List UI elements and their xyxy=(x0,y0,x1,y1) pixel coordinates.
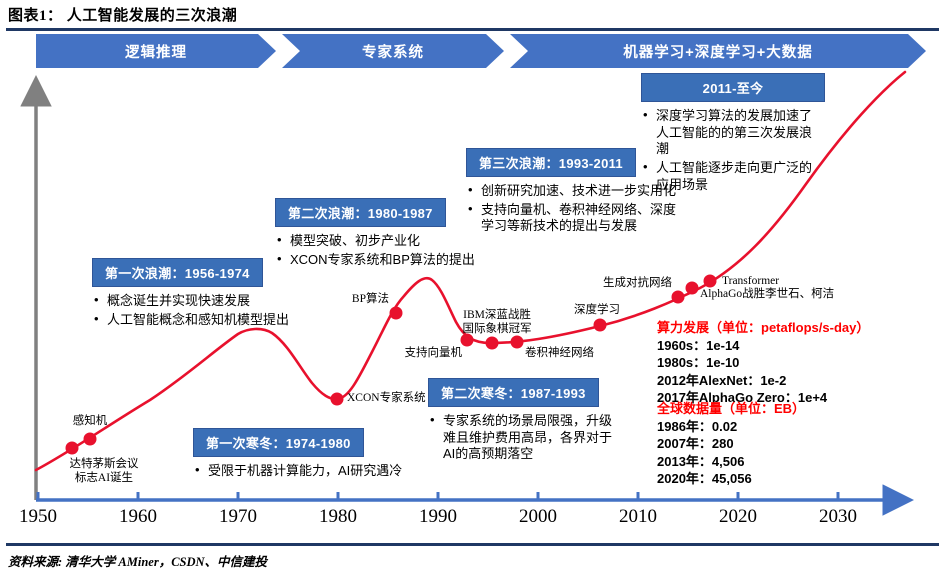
x-tick-2000: 2000 xyxy=(519,506,557,527)
label-transformer: Transformer xyxy=(722,275,780,287)
callout-winter1-header: 第一次寒冬：1974-1980 xyxy=(193,428,364,457)
label-svm: 支持向量机 xyxy=(404,347,463,359)
callout-wave2-header: 第二次浪潮：1980-1987 xyxy=(275,198,446,227)
stats-compute-line: 2012年AlexNet：1e-2 xyxy=(657,372,787,388)
marker-cnn xyxy=(510,335,524,349)
callout-wave1: 第一次浪潮：1956-1974 概念诞生并实现快速发展 人工智能概念和感知机模型… xyxy=(92,258,332,330)
callout-winter2: 第二次寒冬：1987-1993 专家系统的场景局限强，升级难且维护费用高昂，各界… xyxy=(428,378,613,465)
callout-wave2: 第二次浪潮：1980-1987 模型突破、初步产业化 XCON专家系统和BP算法… xyxy=(275,198,525,270)
callout-winter1-bullets: 受限于机器计算能力，AI研究遇冷 xyxy=(193,462,443,480)
list-item: 支持向量机、卷积神经网络、深度学习等新技术的提出与发展 xyxy=(466,201,681,235)
callout-wave2-bullets: 模型突破、初步产业化 XCON专家系统和BP算法的提出 xyxy=(275,232,525,269)
marker-dartmouth xyxy=(65,441,79,455)
x-tick-2010: 2010 xyxy=(619,506,657,527)
stats-data-volume: 全球数据量（单位：EB） 1986年：0.02 2007年：280 2013年：… xyxy=(657,400,805,488)
callout-wave4: 2011-至今 深度学习算法的发展加速了人工智能的的第三次发展浪潮 人工智能逐步… xyxy=(641,73,825,195)
list-item: XCON专家系统和BP算法的提出 xyxy=(275,251,525,269)
label-bp-algorithm: BP算法 xyxy=(351,293,389,305)
list-item: 专家系统的场景局限强，升级难且维护费用高昂，各界对于AI的高预期落空 xyxy=(428,412,613,463)
marker-alphago xyxy=(685,281,699,295)
source-note: 资料来源: 清华大学 AMiner，CSDN、中信建投 xyxy=(8,555,268,569)
stats-data-line: 2007年：280 xyxy=(657,436,734,452)
list-item: 创新研究加速、技术进一步实用化 xyxy=(466,182,681,200)
label-alphago: AlphaGo战胜李世石、柯洁 xyxy=(700,288,835,300)
label-dartmouth: 达特茅斯会议 标志AI诞生 xyxy=(69,458,139,484)
stats-compute-header: 算力发展（单位：petaflops/s-day） xyxy=(657,320,870,335)
list-item: 人工智能概念和感知机模型提出 xyxy=(92,311,332,329)
label-deep-learning: 深度学习 xyxy=(574,304,620,316)
label-gan: 生成对抗网络 xyxy=(603,277,672,289)
callout-wave4-bullets: 深度学习算法的发展加速了人工智能的的第三次发展浪潮 人工智能逐步走向更广泛的应用… xyxy=(641,107,821,193)
stats-compute-line: 2017年AlphaGo Zero：1e+4 xyxy=(657,390,828,406)
label-xcon: XCON专家系统 xyxy=(347,392,426,404)
callout-winter2-bullets: 专家系统的场景局限强，升级难且维护费用高昂，各界对于AI的高预期落空 xyxy=(428,412,613,463)
list-item: 概念诞生并实现快速发展 xyxy=(92,292,332,310)
list-item: 深度学习算法的发展加速了人工智能的的第三次发展浪潮 xyxy=(641,107,821,158)
stats-data-line: 1986年：0.02 xyxy=(657,418,738,434)
x-tick-1990: 1990 xyxy=(419,506,457,527)
label-cnn: 卷积神经网络 xyxy=(525,347,594,359)
x-tick-2020: 2020 xyxy=(719,506,757,527)
stats-data-line: 2020年：45,056 xyxy=(657,471,752,487)
bottom-rule xyxy=(6,543,939,546)
phase-chevron-logic: 逻辑推理 xyxy=(36,34,276,68)
list-item: 模型突破、初步产业化 xyxy=(275,232,525,250)
x-tick-1950: 1950 xyxy=(19,506,57,527)
callout-winter2-header: 第二次寒冬：1987-1993 xyxy=(428,378,599,407)
phase-chevron-ml: 机器学习+深度学习+大数据 xyxy=(510,34,926,68)
x-tick-2030: 2030 xyxy=(819,506,857,527)
marker-perceptron xyxy=(83,432,97,446)
callout-wave1-header: 第一次浪潮：1956-1974 xyxy=(92,258,263,287)
label-deepblue: IBM深蓝战胜 国际象棋冠军 xyxy=(462,309,532,335)
callout-winter1: 第一次寒冬：1974-1980 受限于机器计算能力，AI研究遇冷 xyxy=(193,428,443,482)
callout-wave4-header: 2011-至今 xyxy=(641,73,825,102)
callout-wave1-bullets: 概念诞生并实现快速发展 人工智能概念和感知机模型提出 xyxy=(92,292,332,329)
marker-xcon xyxy=(330,392,344,406)
top-rule xyxy=(6,28,939,31)
label-perceptron: 感知机 xyxy=(72,415,108,427)
stats-data-header: 全球数据量（单位：EB） xyxy=(657,401,806,416)
stats-data-line: 2013年：4,506 xyxy=(657,453,745,469)
list-item: 人工智能逐步走向更广泛的应用场景 xyxy=(641,159,821,193)
marker-gan xyxy=(671,290,685,304)
phase-chevron-expert: 专家系统 xyxy=(282,34,504,68)
x-axis-ticks xyxy=(36,492,840,500)
marker-bp xyxy=(389,306,403,320)
x-tick-1960: 1960 xyxy=(119,506,157,527)
marker-deepblue xyxy=(485,336,499,350)
marker-deep-learning xyxy=(593,318,607,332)
stats-compute: 算力发展（单位：petaflops/s-day） 1960s：1e-14 198… xyxy=(657,319,869,407)
x-tick-1980: 1980 xyxy=(319,506,357,527)
marker-transformer xyxy=(703,274,717,288)
list-item: 受限于机器计算能力，AI研究遇冷 xyxy=(193,462,443,480)
stats-compute-line: 1980s：1e-10 xyxy=(657,355,740,371)
callout-wave3-bullets: 创新研究加速、技术进一步实用化 支持向量机、卷积神经网络、深度学习等新技术的提出… xyxy=(466,182,681,235)
page-title: 图表1： 人工智能发展的三次浪潮 xyxy=(8,8,238,24)
x-tick-1970: 1970 xyxy=(219,506,257,527)
callout-wave3: 第三次浪潮：1993-2011 创新研究加速、技术进一步实用化 支持向量机、卷积… xyxy=(466,148,681,237)
callout-wave3-header: 第三次浪潮：1993-2011 xyxy=(466,148,636,177)
stats-compute-line: 1960s：1e-14 xyxy=(657,337,740,353)
phase-banner: 逻辑推理 专家系统 机器学习+深度学习+大数据 xyxy=(36,34,926,68)
